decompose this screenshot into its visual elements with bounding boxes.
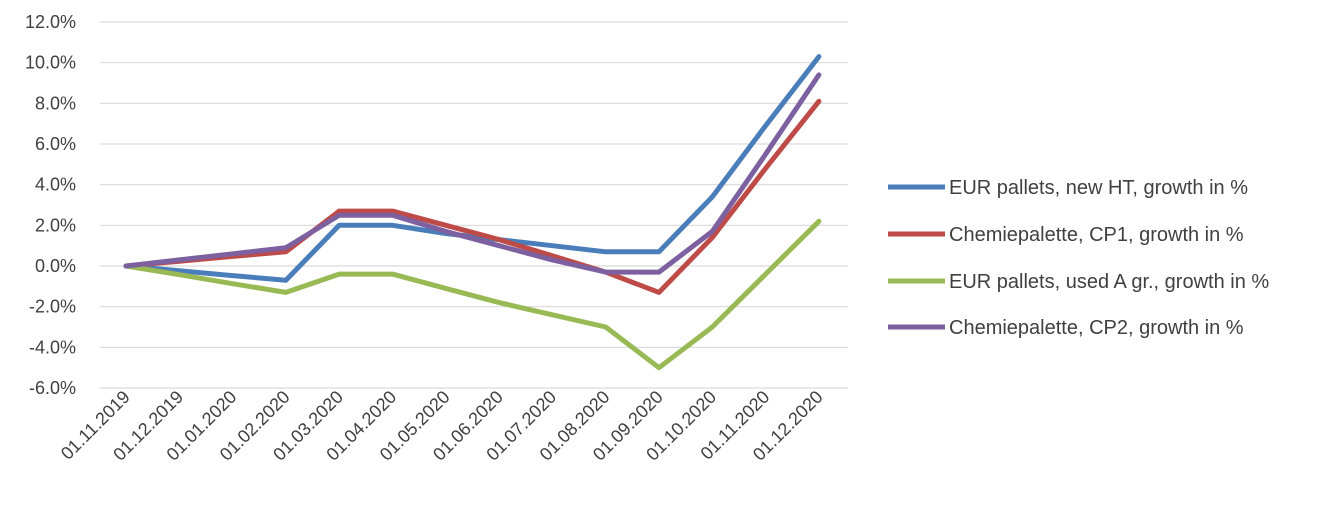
legend-label: Chemiepalette, CP1, growth in % xyxy=(949,224,1244,246)
y-tick-label: 10.0% xyxy=(25,53,76,73)
legend-item: Chemiepalette, CP1, growth in % xyxy=(888,224,1244,246)
series-line xyxy=(123,98,822,295)
y-tick-label: 4.0% xyxy=(35,175,76,195)
x-axis-tick-labels: 01.11.201901.12.201901.01.202001.02.2020… xyxy=(57,387,827,465)
y-tick-label: 12.0% xyxy=(25,12,76,32)
gridlines xyxy=(100,21,848,389)
legend-item: EUR pallets, used A gr., growth in % xyxy=(888,271,1269,293)
series-line xyxy=(123,72,822,275)
legend-item: EUR pallets, new HT, growth in % xyxy=(888,177,1248,199)
y-tick-label: -6.0% xyxy=(29,378,76,398)
series-line xyxy=(123,218,822,371)
y-tick-label: 8.0% xyxy=(35,93,76,113)
y-tick-label: -4.0% xyxy=(29,337,76,357)
series-lines xyxy=(123,54,822,371)
legend-item: Chemiepalette, CP2, growth in % xyxy=(888,317,1244,339)
y-tick-label: 2.0% xyxy=(35,215,76,235)
y-tick-label: 0.0% xyxy=(35,256,76,276)
y-axis-tick-labels: -6.0% -4.0% -2.0% 0.0% 2.0% 4.0% 6.0% 8.0% 10.0%… xyxy=(25,12,76,398)
y-tick-label: 6.0% xyxy=(35,134,76,154)
legend-label: Chemiepalette, CP2, growth in % xyxy=(949,317,1244,339)
legend: EUR pallets, new HT, growth in % Chemiepa… xyxy=(888,177,1269,339)
series-line xyxy=(123,54,822,283)
legend-label: EUR pallets, new HT, growth in % xyxy=(949,177,1248,199)
y-tick-label: -2.0% xyxy=(29,297,76,317)
legend-label: EUR pallets, used A gr., growth in % xyxy=(949,271,1269,293)
